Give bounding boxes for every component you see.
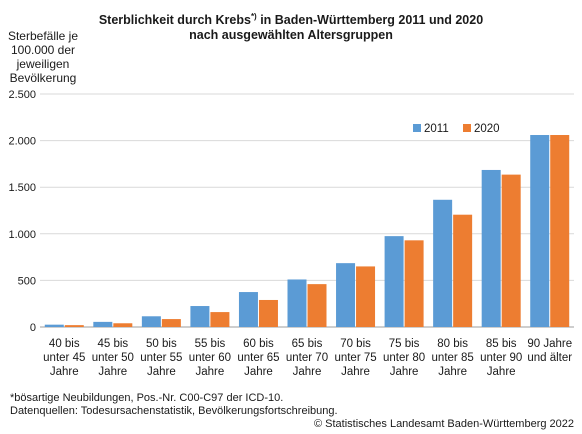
x-tick-label: Jahre xyxy=(147,366,176,378)
x-tick-label: unter 90 xyxy=(480,352,522,364)
x-tick-label: 75 bis xyxy=(389,338,420,350)
y-tick-label: 1.000 xyxy=(8,229,36,241)
bar-2020 xyxy=(307,284,327,327)
x-tick-label: unter 55 xyxy=(140,352,182,364)
x-tick-label: unter 50 xyxy=(92,352,134,364)
bar-2011 xyxy=(141,316,161,327)
x-tick-label: 45 bis xyxy=(97,338,128,350)
bar-2011 xyxy=(44,324,64,327)
bar-2020 xyxy=(453,214,473,327)
x-tick-label: und älter xyxy=(527,352,572,364)
x-tick-label: unter 60 xyxy=(189,352,231,364)
x-tick-label: unter 75 xyxy=(334,352,376,364)
bar-2011 xyxy=(238,292,258,327)
bar-2011 xyxy=(481,169,501,327)
x-tick-label: 80 bis xyxy=(437,338,468,350)
x-tick-label: 70 bis xyxy=(340,338,371,350)
y-tick-label: 1.500 xyxy=(8,182,36,194)
x-tick-label: unter 65 xyxy=(237,352,279,364)
bar-2011 xyxy=(336,263,356,327)
x-tick-label: 40 bis xyxy=(49,338,80,350)
x-tick-label: 65 bis xyxy=(292,338,323,350)
footnote: *bösartige Neubildungen, Pos.-Nr. C00-C9… xyxy=(10,392,284,404)
bar-2011 xyxy=(433,199,453,327)
title-line-1: Sterblichkeit durch Krebs*) in Baden-Wür… xyxy=(98,12,484,28)
bar-2011 xyxy=(190,306,210,327)
bar-2020 xyxy=(113,323,133,327)
x-tick-label: 85 bis xyxy=(486,338,517,350)
bar-2011 xyxy=(384,236,404,327)
bar-2020 xyxy=(356,266,376,327)
y-tick-label: 2.000 xyxy=(8,136,36,148)
legend-swatch-2011 xyxy=(413,124,421,132)
x-tick-label: unter 70 xyxy=(286,352,328,364)
x-tick-label: Jahre xyxy=(487,366,516,378)
x-tick-label: Jahre xyxy=(50,366,79,378)
title-line-2: nach ausgewählten Altersgruppen xyxy=(189,28,393,43)
chart-title: Sterblichkeit durch Krebs*) in Baden-Wür… xyxy=(0,9,582,43)
bar-2020 xyxy=(404,240,424,327)
bar-2020 xyxy=(64,325,84,327)
legend-label-2020: 2020 xyxy=(474,123,500,135)
x-tick-label: unter 45 xyxy=(43,352,85,364)
legend-label-2011: 2011 xyxy=(424,123,449,135)
y-axis-label: Sterbefälle je 100.000 der jeweiligen Be… xyxy=(7,29,79,85)
bar-2020 xyxy=(210,312,230,327)
y-tick-label: 0 xyxy=(30,322,36,334)
bar-2020 xyxy=(501,174,521,327)
y-tick-label: 500 xyxy=(18,275,36,287)
x-tick-label: Jahre xyxy=(244,366,273,378)
x-tick-label: 50 bis xyxy=(146,338,177,350)
y-tick-label: 2.500 xyxy=(8,89,36,101)
x-tick-label: Jahre xyxy=(390,366,419,378)
x-tick-label: unter 80 xyxy=(383,352,425,364)
bar-2020 xyxy=(161,319,181,327)
x-tick-label: Jahre xyxy=(98,366,127,378)
bar-chart: 0 500 1.000 1.500 2.000 2.500 40 bis unter 45 Ja… xyxy=(8,89,574,378)
x-tick-label: 60 bis xyxy=(243,338,274,350)
bar-2011 xyxy=(530,135,550,327)
legend-swatch-2020 xyxy=(463,124,471,132)
bar-2020 xyxy=(550,135,570,327)
x-tick-label: 55 bis xyxy=(195,338,226,350)
bar-2011 xyxy=(93,321,113,327)
bar-2011 xyxy=(287,279,307,327)
x-tick-label: Jahre xyxy=(293,366,322,378)
x-tick-label: Jahre xyxy=(438,366,467,378)
x-tick-label: 90 Jahre xyxy=(527,338,572,350)
x-tick-label: Jahre xyxy=(341,366,370,378)
bar-2020 xyxy=(258,299,278,327)
copyright: © Statistisches Landesamt Baden-Württemb… xyxy=(313,418,574,430)
x-tick-label: unter 85 xyxy=(432,352,474,364)
data-sources: Datenquellen: Todesursachenstatistik, Be… xyxy=(10,405,338,417)
x-tick-label: Jahre xyxy=(196,366,225,378)
